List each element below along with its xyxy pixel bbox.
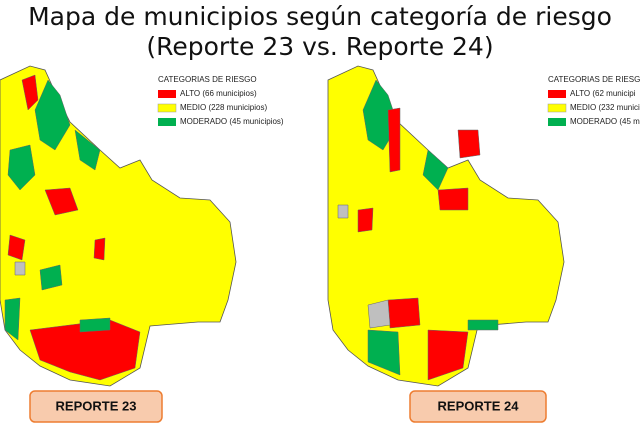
legend-item: MODERADO (45 municipios)	[180, 117, 284, 126]
legend-23: CATEGORIAS DE RIESGO ALTO (66 municipios…	[157, 75, 284, 126]
legend-item: ALTO (62 municipi	[570, 89, 636, 98]
legend-item: MEDIO (228 municipios)	[180, 103, 267, 112]
swatch-medio	[547, 103, 567, 113]
panel-label: REPORTE 23	[56, 398, 137, 413]
label-box	[409, 390, 547, 423]
map-reporte-23	[0, 65, 237, 387]
title-line2: (Reporte 23 vs. Reporte 24)	[146, 32, 493, 61]
label-box	[29, 390, 163, 423]
swatch-medio	[157, 103, 177, 113]
legend-item: MODERADO (45 m	[570, 117, 640, 126]
map-reporte-24	[327, 65, 565, 387]
swatch-moderado	[548, 118, 566, 126]
swatch-alto	[158, 90, 176, 98]
legend-24: CATEGORIAS DE RIESG ALTO (62 municipi ME…	[547, 75, 640, 126]
legend-heading: CATEGORIAS DE RIESGO	[158, 75, 257, 84]
swatch-alto	[548, 90, 566, 98]
swatch-moderado	[158, 118, 176, 126]
legend-item: ALTO (66 municipios)	[180, 89, 257, 98]
legend-item: MEDIO (232 municipi	[570, 103, 640, 112]
legend-heading: CATEGORIAS DE RIESG	[548, 75, 640, 84]
title-line1: Mapa de municipios según categoría de ri…	[28, 2, 612, 31]
panel-label: REPORTE 24	[438, 398, 520, 413]
